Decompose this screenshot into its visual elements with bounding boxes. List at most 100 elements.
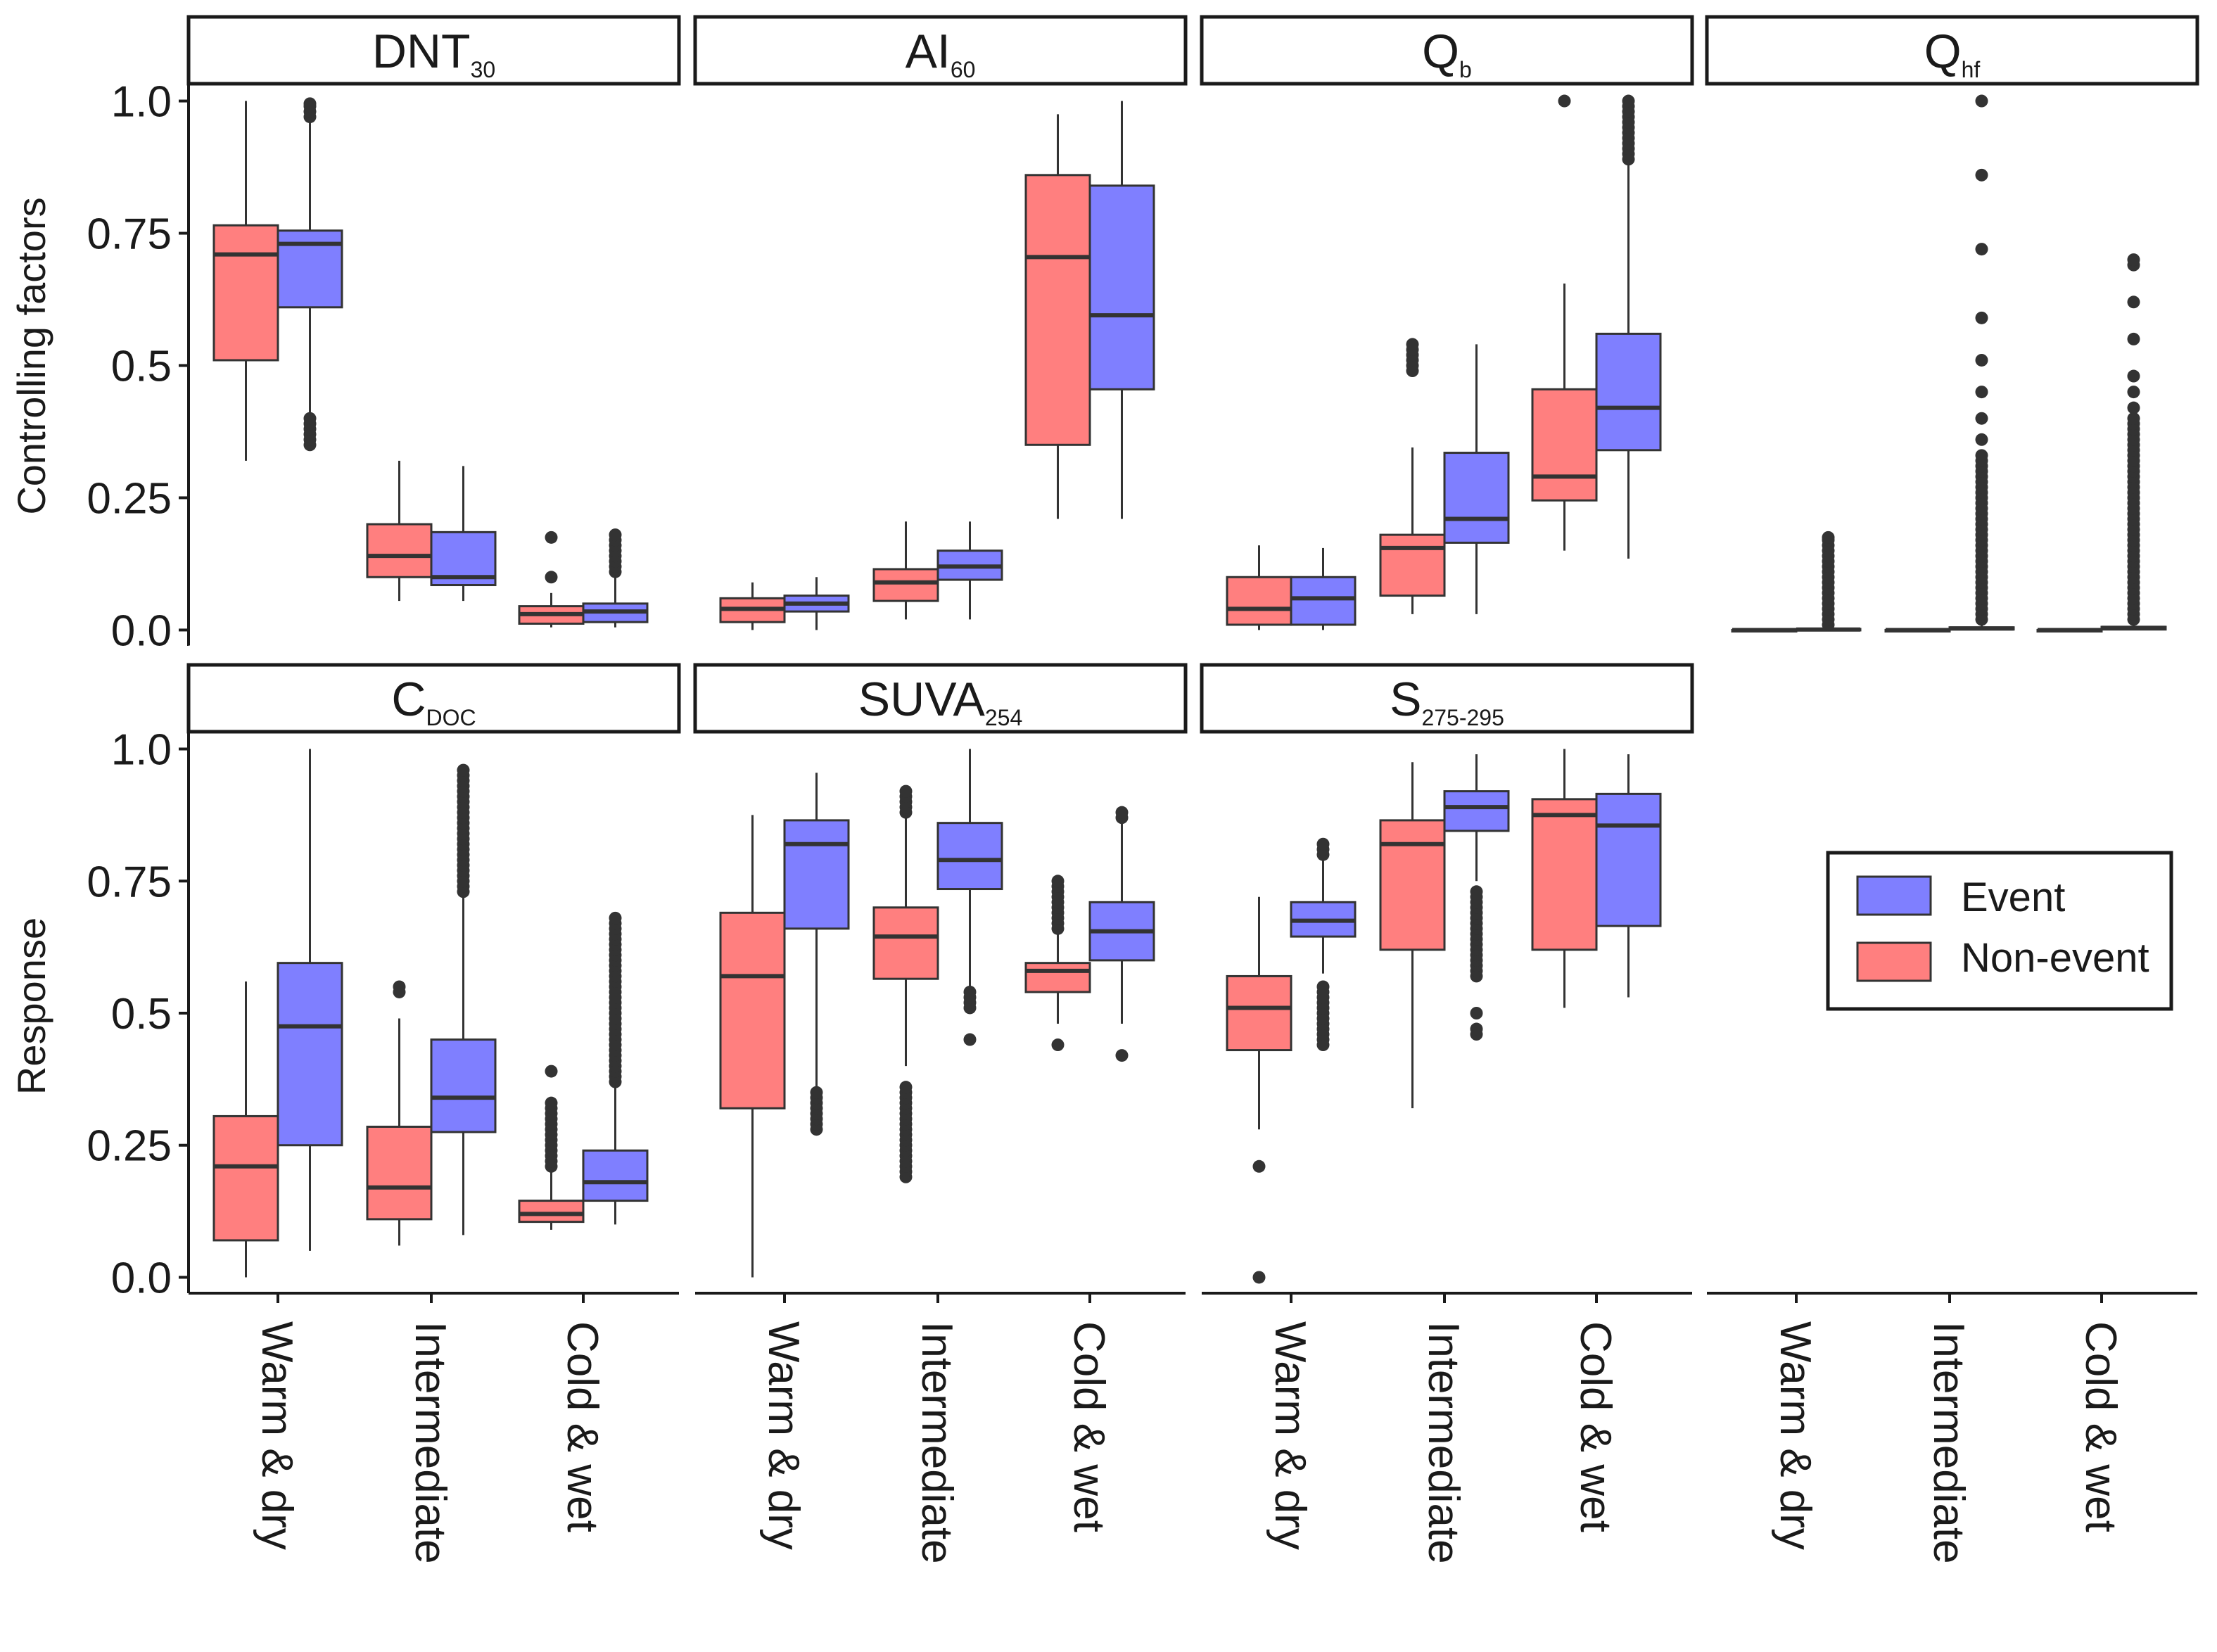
box-event bbox=[430, 763, 497, 1235]
x-tick-label: Intermediate bbox=[1924, 1321, 1973, 1564]
box-iqr bbox=[1290, 576, 1357, 626]
box-event bbox=[430, 466, 497, 602]
box-non-event bbox=[719, 582, 786, 630]
outlier-point bbox=[1051, 1038, 1065, 1052]
box-iqr bbox=[872, 568, 939, 602]
legend: Event Non-event bbox=[1826, 851, 2173, 1011]
strip-title-subscript: DOC bbox=[426, 705, 476, 730]
strip-title-subscript: 60 bbox=[951, 57, 976, 82]
box-iqr bbox=[1226, 576, 1292, 626]
outlier-point bbox=[1051, 875, 1065, 888]
outlier-point bbox=[545, 1065, 558, 1078]
outlier-point bbox=[457, 763, 470, 777]
box-non-event bbox=[1531, 749, 1598, 1008]
x-tick-label: Warm & dry bbox=[1266, 1321, 1314, 1550]
box-iqr bbox=[212, 1114, 279, 1242]
outlier-point bbox=[1470, 885, 1483, 898]
box-iqr bbox=[582, 1149, 649, 1202]
outlier-point bbox=[1975, 353, 1988, 367]
box-event bbox=[1290, 547, 1357, 630]
axes: 0.0 0.25 0.5 0.75 1.0 0.0 0.25 0.5 0.75 1.0 Warm &… bbox=[87, 78, 2197, 1564]
y-tick-label: 0.25 bbox=[87, 474, 172, 523]
box-iqr bbox=[1024, 174, 1091, 446]
strip-title-subscript: 254 bbox=[985, 705, 1022, 730]
box-non-event bbox=[518, 530, 585, 628]
box-event bbox=[582, 911, 649, 1225]
box-iqr bbox=[366, 1125, 433, 1221]
box-non-event bbox=[1884, 628, 1951, 633]
strip-title: Qb bbox=[1422, 25, 1472, 82]
strip-title-main: DNT bbox=[372, 25, 471, 78]
y-tick-label: 1.0 bbox=[111, 726, 172, 775]
box-non-event bbox=[1731, 628, 1798, 633]
strip-title-subscript: 30 bbox=[471, 57, 496, 82]
box-iqr bbox=[936, 822, 1003, 891]
outlier-point bbox=[1406, 338, 1419, 351]
outlier-point bbox=[899, 784, 913, 798]
box-iqr bbox=[1443, 452, 1510, 544]
outlier-point bbox=[1470, 1007, 1483, 1019]
box-non-event bbox=[366, 460, 433, 602]
box-event bbox=[1088, 806, 1155, 1062]
outlier-point bbox=[2127, 401, 2140, 414]
box-iqr bbox=[1595, 332, 1662, 452]
box-iqr bbox=[430, 1038, 497, 1133]
box-non-event bbox=[518, 1065, 585, 1230]
box-iqr bbox=[518, 1200, 585, 1224]
box-non-event bbox=[1226, 896, 1292, 1284]
box-non-event bbox=[1531, 94, 1598, 551]
x-tick-label: Warm & dry bbox=[759, 1321, 808, 1550]
legend-label-non-event: Non-event bbox=[1961, 935, 2149, 981]
box-iqr bbox=[1531, 798, 1598, 951]
outlier-point bbox=[545, 1096, 558, 1110]
y-tick-label: 0.0 bbox=[111, 1254, 172, 1302]
box-iqr bbox=[1024, 962, 1091, 993]
outlier-point bbox=[1470, 1022, 1483, 1036]
box-event bbox=[582, 528, 649, 628]
box-event bbox=[1290, 837, 1357, 1052]
y-tick-label: 0.25 bbox=[87, 1122, 172, 1171]
box-iqr bbox=[872, 906, 939, 980]
outlier-point bbox=[1975, 243, 1988, 256]
legend-key-event bbox=[1856, 875, 1932, 916]
strip-frame bbox=[1705, 15, 2199, 86]
box-iqr bbox=[1531, 388, 1598, 502]
box-non-event bbox=[1024, 114, 1091, 519]
x-tick-label: Cold & wet bbox=[1571, 1321, 1620, 1532]
panel-cdoc: CDOC bbox=[186, 663, 681, 1278]
outlier-point bbox=[303, 412, 317, 425]
outlier-point bbox=[2127, 412, 2140, 425]
box-iqr bbox=[1595, 792, 1662, 927]
strip-title-main: AI bbox=[906, 25, 951, 78]
box-iqr bbox=[1379, 533, 1446, 597]
outlier-point bbox=[1822, 530, 1835, 544]
outlier-point bbox=[1115, 1049, 1129, 1062]
strip-title-subscript: b bbox=[1459, 57, 1472, 82]
strip-title-subscript: hf bbox=[1962, 57, 1981, 82]
strip-title: AI60 bbox=[906, 25, 976, 82]
outlier-point bbox=[1975, 412, 1988, 425]
panel-qb: Qb bbox=[1200, 15, 1694, 630]
row-labels: Controlling factors Response bbox=[9, 197, 53, 1095]
strip-title: DNT30 bbox=[372, 25, 495, 82]
outlier-point bbox=[1975, 433, 1988, 446]
box-event bbox=[1595, 94, 1662, 559]
outlier-point bbox=[1115, 806, 1129, 819]
strip-title: CDOC bbox=[391, 673, 476, 730]
box-iqr bbox=[366, 523, 433, 578]
box-event bbox=[1443, 344, 1510, 614]
strip-frame bbox=[693, 663, 1188, 734]
outlier-point bbox=[1252, 1271, 1266, 1284]
box-event bbox=[783, 577, 850, 630]
box-non-event bbox=[366, 980, 433, 1246]
x-tick-label: Intermediate bbox=[406, 1321, 455, 1564]
outlier-point bbox=[1558, 94, 1571, 108]
box-iqr bbox=[1379, 819, 1446, 951]
outlier-point bbox=[1975, 168, 1988, 182]
outlier-point bbox=[1975, 311, 1988, 324]
outlier-point bbox=[810, 1086, 823, 1099]
outlier-point bbox=[545, 530, 558, 544]
box-non-event bbox=[719, 815, 786, 1278]
strip-frame bbox=[186, 663, 681, 734]
box-iqr bbox=[783, 819, 850, 930]
